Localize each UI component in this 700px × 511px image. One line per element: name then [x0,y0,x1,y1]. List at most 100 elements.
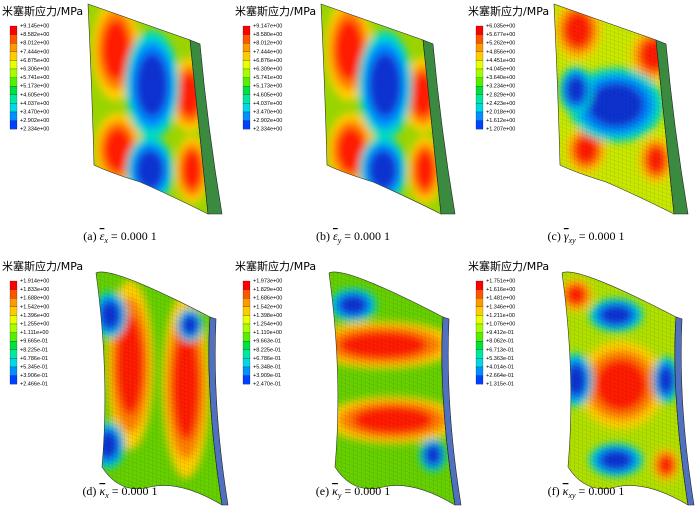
legend-label: +8.580e+00 [253,32,282,38]
legend-label: +6.713e-01 [486,347,514,353]
legend-swatch [9,332,18,342]
legend-swatch [9,375,18,385]
legend-swatch [242,341,251,350]
legend-label: +4.045e+00 [486,66,515,72]
plate-outline [95,271,223,506]
caption-label: (f) [548,484,560,498]
legend-swatch [242,358,251,368]
legend-label: +1.110e+00 [253,330,282,336]
caption-symbol: ε [333,229,338,243]
legend-swatch [9,366,18,376]
legend-label: +4.037e+00 [20,101,49,107]
legend-label: +1.686e+00 [253,296,282,302]
legend-label: +4.856e+00 [486,49,515,55]
legend-swatch [242,25,251,35]
legend-label: +2.829e+00 [486,92,515,98]
legend-label: +1.111e+00 [20,330,49,336]
legend-title: 米塞斯应力/MPa [468,4,549,18]
legend-swatch [242,111,251,121]
legend-swatch [9,86,18,95]
legend-swatch [475,280,484,290]
legend-label: +5.345e-01 [20,364,48,370]
legend-swatch [9,349,18,359]
panel: 米塞斯应力/MPa +1.973e+00 +1.829e+00 +1.686e+00 +… [235,259,462,506]
legend-label: +5.173e+00 [20,84,49,90]
legend-swatch [475,323,484,333]
legend-label: +7.444e+00 [20,49,49,55]
plate-edge [208,316,229,506]
legend-label: +4.605e+00 [253,92,282,98]
plate-edge [189,39,223,215]
legend-label: +1.688e+00 [20,296,49,302]
legend-swatch [9,60,18,70]
legend-label: +1.973e+00 [253,278,282,284]
caption-label: (c) [548,229,561,243]
contour-field [325,4,441,204]
legend-label: +5.262e+00 [486,41,515,47]
legend-label: +4.037e+00 [253,101,282,107]
legend-swatch [9,43,18,52]
legend-swatch [242,34,251,44]
legend-label: +5.173e+00 [253,84,282,90]
legend-label: +6.876e+00 [253,58,282,64]
caption: (e) κy = 0.000 1 [316,484,390,500]
legend-swatch [242,60,251,70]
legend-swatch [9,34,18,44]
legend-swatch [9,280,18,290]
legend-swatch [9,315,18,325]
legend-swatch [9,103,18,113]
legend-label: +1.542e+00 [253,304,282,310]
caption-value: = 0.000 1 [112,484,158,498]
contour-blob [337,128,365,172]
caption: (b) εy = 0.000 1 [316,229,390,245]
legend-swatch [475,375,484,385]
legend-swatch [475,68,484,78]
legend-swatch [242,51,251,61]
legend-label: +1.751e+00 [486,278,515,284]
legend-label: +3.470e+00 [253,109,282,115]
legend-swatch [475,51,484,61]
legend-swatch [475,306,484,316]
contour-plate [321,4,441,214]
contour-blob [102,20,130,80]
legend-swatch [475,77,484,87]
mesh [562,271,688,505]
legend-swatch [475,341,484,350]
legend-label: +6.309e+00 [253,66,282,72]
legend-label: +6.035e+00 [486,23,515,29]
legend-label: +2.902e+00 [253,118,282,124]
caption-sub: y [337,236,342,245]
legend-swatch [475,289,484,299]
legend-swatch [9,323,18,333]
legend-label: +5.348e-01 [253,364,281,370]
legend-swatch [9,289,18,299]
panel: 米塞斯应力/MPa +9.147e+00 +8.580e+00 +8.012e+00 +… [235,3,456,245]
legend-label: +6.875e+00 [20,58,49,64]
legend-label: +2.334e+00 [20,127,49,133]
legend-swatch [9,306,18,316]
legend-label: +3.640e+00 [486,75,515,81]
legend-swatch [9,298,18,307]
legend-swatch [475,332,484,342]
legend-label: +9.412e-01 [486,330,514,336]
plate-edge [655,39,689,215]
legend-swatch [9,51,18,61]
legend-swatch [242,375,251,385]
legend-label: +3.470e+00 [20,109,49,115]
contour-blob [182,150,202,190]
legend-label: +5.677e+00 [486,32,515,38]
legend-label: +1.612e+00 [486,118,515,124]
panel: 米塞斯应力/MPa +9.145e+00 +8.582e+00 +8.012e+00 +… [2,3,223,245]
legend-label: +8.225e-01 [20,347,48,353]
caption: (d) κx = 0.000 1 [82,484,157,500]
legend-label: +1.542e+00 [20,304,49,310]
legend-label: +6.306e+00 [20,66,49,72]
caption: (f) κxy = 0.000 1 [548,484,625,500]
legend-label: +6.786e-01 [253,356,281,362]
contour-blob [415,150,435,190]
contour-blob [136,53,168,117]
legend-label: +1.396e+00 [20,313,49,319]
caption-value: = 0.000 1 [579,484,625,498]
legend-swatch [242,280,251,290]
legend-label: +3.906e-01 [20,373,48,379]
